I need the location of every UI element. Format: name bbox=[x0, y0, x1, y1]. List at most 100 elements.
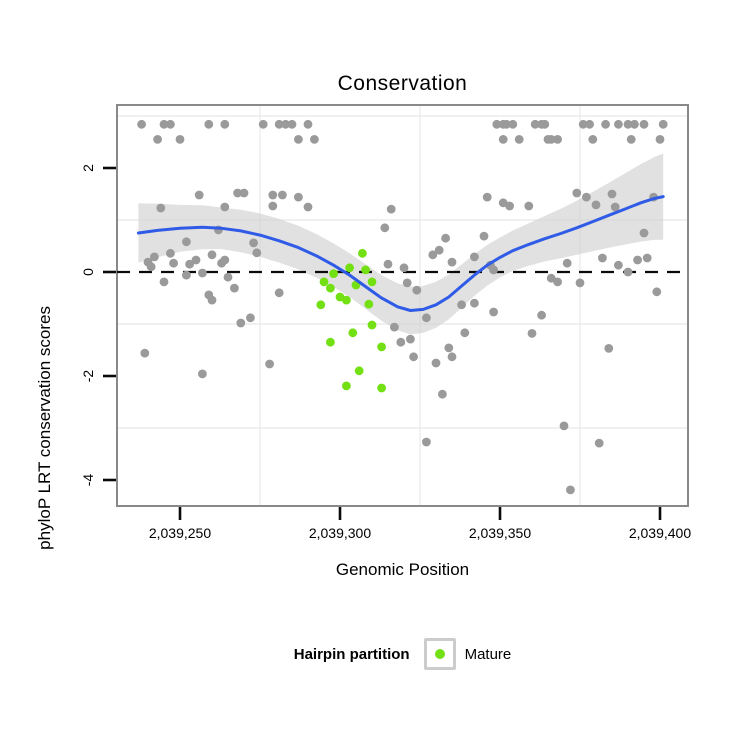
data-point-gray bbox=[623, 119, 633, 129]
y-tick-label: 0 bbox=[80, 268, 96, 276]
data-point-gray bbox=[274, 119, 284, 129]
data-point-gray bbox=[489, 265, 498, 275]
data-point-gray bbox=[642, 253, 652, 263]
data-point-gray bbox=[566, 485, 575, 495]
data-point-gray bbox=[207, 295, 217, 305]
data-point-gray bbox=[604, 344, 614, 353]
data-point-gray bbox=[303, 202, 313, 212]
data-point-gray bbox=[207, 250, 217, 260]
data-point-gray bbox=[540, 119, 550, 129]
data-point-gray bbox=[239, 188, 249, 198]
data-point-gray bbox=[150, 252, 159, 262]
data-point-mature bbox=[342, 295, 351, 305]
data-point-gray bbox=[489, 307, 498, 317]
data-point-mature bbox=[364, 299, 374, 309]
data-point-gray bbox=[630, 119, 639, 129]
data-point-gray bbox=[159, 277, 169, 287]
data-point-gray bbox=[294, 135, 303, 144]
data-point-gray bbox=[383, 259, 393, 269]
data-point-gray bbox=[498, 135, 508, 144]
data-point-gray bbox=[399, 263, 409, 273]
data-point-mature bbox=[367, 277, 377, 287]
data-point-gray bbox=[185, 259, 195, 269]
data-point-gray bbox=[166, 119, 175, 129]
data-point-gray bbox=[303, 119, 313, 129]
data-point-gray bbox=[460, 328, 470, 338]
data-point-gray bbox=[655, 135, 665, 144]
data-point-gray bbox=[553, 277, 562, 287]
data-point-gray bbox=[390, 322, 399, 332]
data-point-mature bbox=[377, 342, 386, 352]
data-point-gray bbox=[274, 288, 284, 298]
data-point-mature bbox=[354, 366, 364, 376]
data-point-gray bbox=[610, 202, 620, 212]
data-point-gray bbox=[582, 192, 591, 202]
data-point-gray bbox=[575, 278, 585, 288]
data-point-mature bbox=[361, 265, 370, 275]
data-point-gray bbox=[502, 119, 511, 129]
data-point-mature bbox=[345, 263, 354, 273]
data-point-gray bbox=[182, 237, 191, 247]
x-tick-label: 2,039,250 bbox=[149, 525, 211, 541]
y-tick-label: -4 bbox=[80, 474, 96, 487]
data-point-gray bbox=[287, 119, 297, 129]
data-point-gray bbox=[470, 252, 479, 262]
data-point-mature bbox=[316, 300, 326, 310]
data-point-gray bbox=[431, 358, 441, 368]
data-point-gray bbox=[530, 119, 540, 129]
data-point-gray bbox=[265, 359, 274, 369]
data-point-gray bbox=[278, 190, 287, 200]
x-tick-label: 2,039,400 bbox=[629, 525, 691, 541]
data-point-gray bbox=[169, 258, 179, 268]
data-point-mature bbox=[326, 283, 335, 293]
data-point-gray bbox=[639, 119, 649, 129]
data-point-gray bbox=[268, 190, 278, 200]
data-point-gray bbox=[546, 135, 556, 144]
data-point-gray bbox=[233, 188, 243, 198]
data-point-gray bbox=[140, 348, 150, 358]
data-point-gray bbox=[268, 201, 278, 211]
legend-title: Hairpin partition bbox=[293, 645, 410, 663]
data-point-gray bbox=[230, 283, 239, 293]
data-point-gray bbox=[236, 318, 246, 328]
data-point-gray bbox=[220, 119, 230, 129]
data-point-gray bbox=[553, 135, 562, 144]
data-point-gray bbox=[546, 273, 556, 283]
legend-item-label: Mature bbox=[464, 645, 512, 663]
data-point-gray bbox=[470, 298, 479, 308]
data-point-gray bbox=[175, 135, 185, 144]
data-point-gray bbox=[591, 200, 601, 210]
legend-item-mature: Mature bbox=[423, 638, 512, 670]
data-point-gray bbox=[441, 233, 450, 243]
data-point-gray bbox=[434, 245, 444, 255]
data-point-gray bbox=[508, 119, 518, 129]
data-point-gray bbox=[537, 310, 546, 320]
y-axis-title-text: phyloP LRT conservation scores bbox=[35, 306, 54, 550]
data-point-gray bbox=[198, 268, 207, 278]
data-point-gray bbox=[492, 119, 502, 129]
data-point-gray bbox=[409, 352, 418, 362]
data-point-gray bbox=[447, 257, 457, 267]
x-axis-title: Genomic Position bbox=[335, 560, 470, 579]
data-point-gray bbox=[457, 300, 466, 310]
data-point-gray bbox=[182, 270, 191, 280]
data-point-mature bbox=[358, 248, 367, 258]
mature-point-icon bbox=[434, 649, 445, 659]
data-point-mature bbox=[319, 277, 329, 287]
y-tick-label: 2 bbox=[80, 164, 96, 172]
data-point-gray bbox=[438, 389, 447, 399]
data-point-gray bbox=[146, 262, 156, 272]
data-point-gray bbox=[652, 287, 662, 297]
data-point-gray bbox=[281, 119, 290, 129]
data-point-gray bbox=[614, 260, 623, 270]
data-point-gray bbox=[559, 421, 569, 431]
data-point-gray bbox=[412, 285, 422, 295]
data-point-gray bbox=[166, 248, 175, 258]
data-point-gray bbox=[505, 201, 514, 211]
data-point-gray bbox=[598, 253, 607, 263]
data-point-gray bbox=[156, 203, 166, 213]
data-point-gray bbox=[252, 248, 262, 258]
data-point-gray bbox=[614, 119, 623, 129]
